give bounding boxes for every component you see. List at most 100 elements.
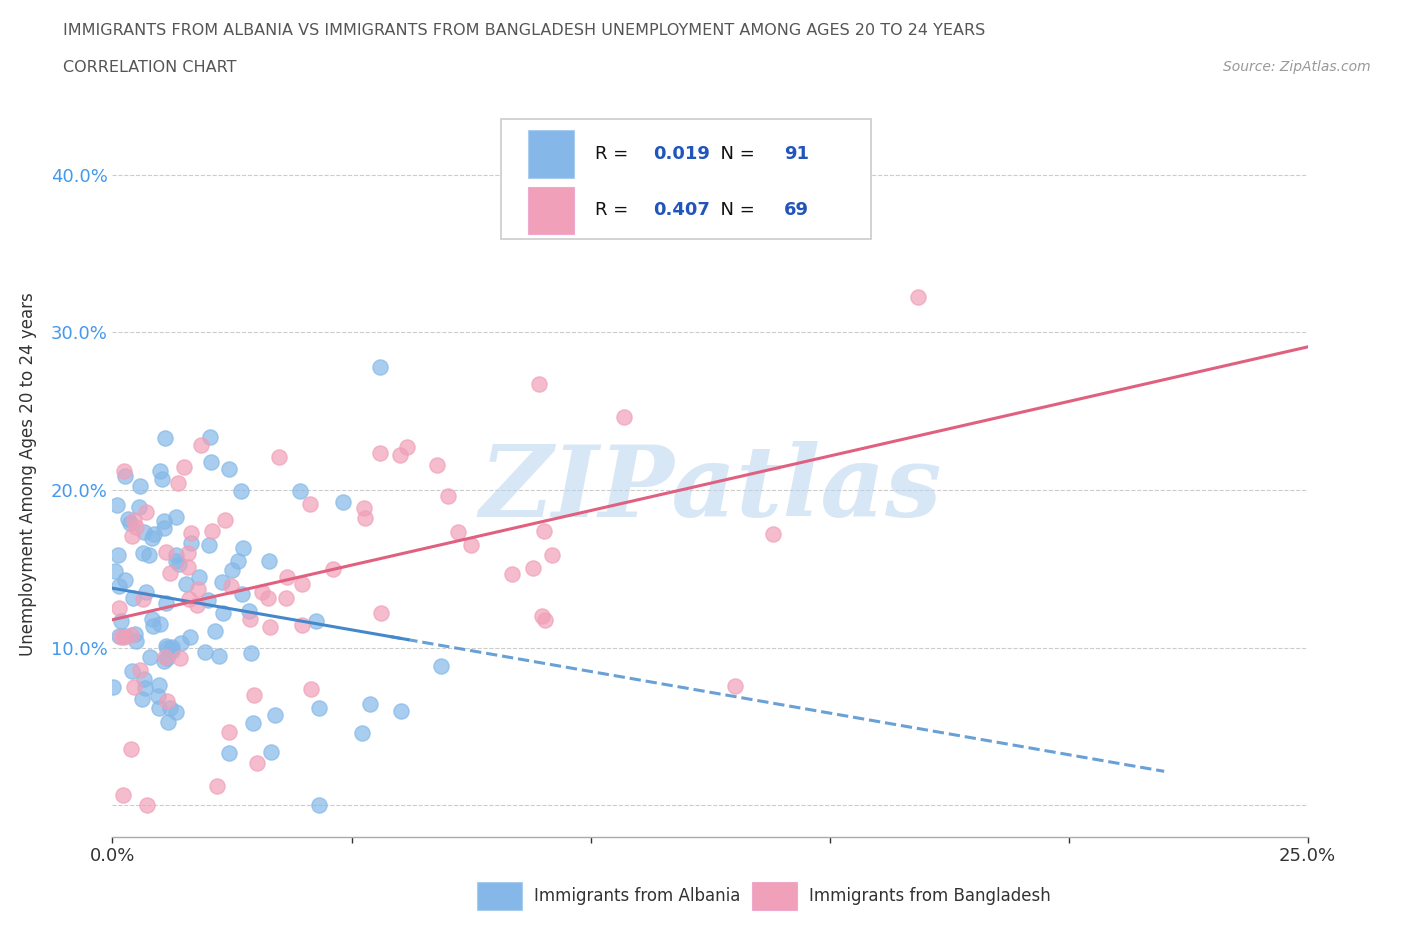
Point (155, 649, 177, 664)
Point (762, 526, 785, 541)
Point (112, 463, 135, 478)
Point (201, 524, 224, 538)
Point (322, 562, 344, 577)
Point (177, 592, 200, 607)
Y-axis label: Unemployment Among Ages 20 to 24 years: Unemployment Among Ages 20 to 24 years (18, 292, 37, 657)
Point (291, 618, 314, 632)
Point (124, 626, 146, 641)
Point (149, 463, 172, 478)
FancyBboxPatch shape (477, 882, 523, 910)
Point (111, 788, 134, 803)
Point (129, 478, 152, 493)
Point (187, 582, 209, 597)
Text: IMMIGRANTS FROM ALBANIA VS IMMIGRANTS FROM BANGLADESH UNEMPLOYMENT AMONG AGES 20: IMMIGRANTS FROM ALBANIA VS IMMIGRANTS FR… (63, 23, 986, 38)
Point (155, 638, 177, 653)
Point (353, 500, 375, 515)
Point (125, 520, 148, 535)
Point (142, 527, 165, 542)
Point (208, 648, 231, 663)
Point (156, 651, 179, 666)
Point (132, 546, 155, 561)
Point (242, 716, 264, 731)
Point (332, 495, 354, 510)
Point (153, 521, 176, 536)
Point (124, 634, 146, 649)
Text: R =: R = (595, 145, 634, 163)
Point (120, 628, 142, 643)
Point (122, 680, 145, 695)
Point (395, 439, 418, 454)
Point (149, 616, 172, 631)
Point (166, 476, 188, 491)
Point (117, 512, 139, 526)
Point (229, 484, 252, 498)
Point (153, 654, 176, 669)
Point (291, 577, 314, 591)
Text: N =: N = (709, 201, 761, 219)
Point (239, 612, 262, 627)
Point (308, 700, 330, 715)
Point (169, 651, 191, 666)
Point (138, 548, 160, 563)
Point (134, 681, 156, 696)
Point (446, 525, 468, 539)
Point (141, 612, 163, 627)
Point (165, 510, 187, 525)
Point (219, 578, 242, 593)
Point (299, 682, 322, 697)
Point (267, 449, 290, 464)
Point (430, 658, 453, 673)
Point (159, 642, 181, 657)
Point (274, 591, 297, 605)
Point (460, 538, 482, 552)
Text: Source: ZipAtlas.com: Source: ZipAtlas.com (1223, 60, 1371, 74)
Point (197, 592, 219, 607)
Point (156, 641, 179, 656)
Point (167, 556, 190, 571)
Point (231, 587, 253, 602)
Point (148, 688, 170, 703)
Point (198, 538, 221, 552)
Point (173, 459, 195, 474)
Point (157, 714, 180, 729)
Text: 69: 69 (785, 201, 808, 219)
Text: CORRELATION CHART: CORRELATION CHART (63, 60, 236, 75)
Text: 0.019: 0.019 (652, 145, 710, 163)
Text: 91: 91 (785, 145, 808, 163)
Point (246, 756, 269, 771)
Point (530, 609, 553, 624)
Point (243, 688, 266, 703)
Point (128, 499, 150, 514)
Point (177, 559, 200, 574)
Point (122, 513, 145, 528)
Point (108, 629, 131, 644)
Point (180, 536, 202, 551)
Point (110, 614, 132, 629)
Point (276, 569, 298, 584)
Point (257, 591, 280, 605)
Point (368, 445, 391, 460)
Point (724, 679, 747, 694)
FancyBboxPatch shape (529, 187, 574, 233)
Point (359, 697, 381, 711)
Point (160, 640, 183, 655)
Text: R =: R = (595, 201, 634, 219)
Text: Immigrants from Albania: Immigrants from Albania (534, 887, 741, 905)
Point (533, 524, 555, 538)
Point (533, 613, 555, 628)
Point (105, 498, 128, 512)
Point (122, 591, 145, 605)
Point (159, 701, 181, 716)
Point (162, 644, 184, 658)
Point (118, 516, 141, 531)
Point (250, 584, 273, 599)
Point (121, 528, 143, 543)
Point (527, 377, 550, 392)
Point (257, 553, 280, 568)
Point (155, 693, 177, 708)
Point (263, 708, 285, 723)
Point (180, 525, 202, 540)
Point (238, 604, 260, 618)
Point (121, 663, 143, 678)
Point (541, 548, 564, 563)
